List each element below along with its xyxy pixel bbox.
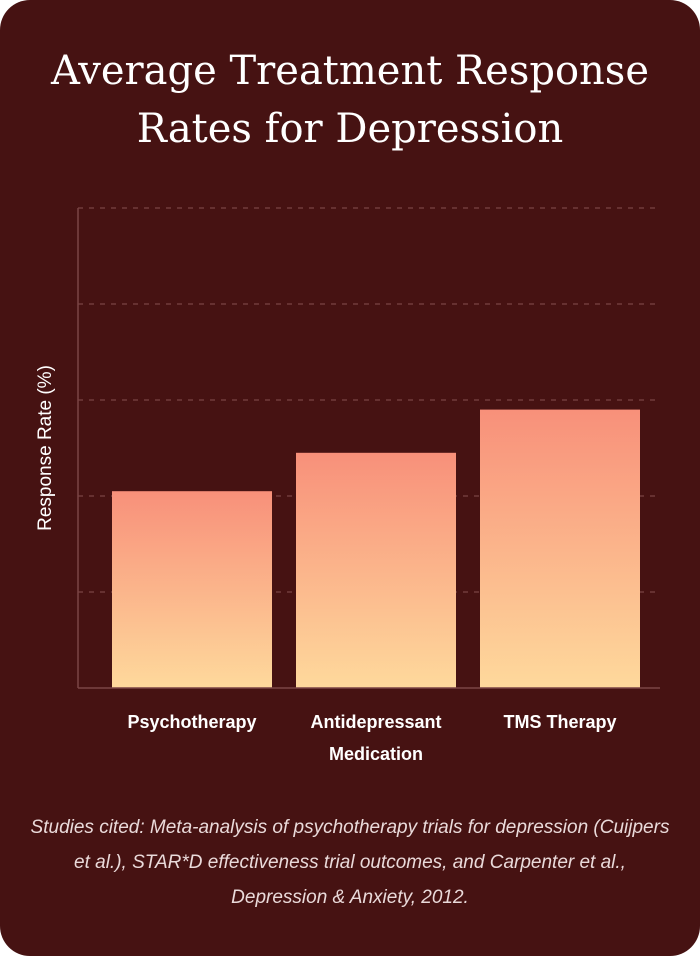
bar: [480, 409, 640, 688]
bar: [296, 452, 456, 688]
x-tick-label: Psychotherapy: [127, 712, 257, 732]
x-tick-label: TMS Therapy: [503, 712, 617, 732]
chart-title: Average Treatment Response Rates for Dep…: [50, 48, 649, 152]
bar: [112, 491, 272, 688]
footnote: Studies cited: Meta-analysis of psychoth…: [30, 817, 670, 908]
y-axis-label: Response Rate (%): [35, 365, 56, 531]
x-tick-label: Antidepressant Medication: [310, 712, 442, 764]
